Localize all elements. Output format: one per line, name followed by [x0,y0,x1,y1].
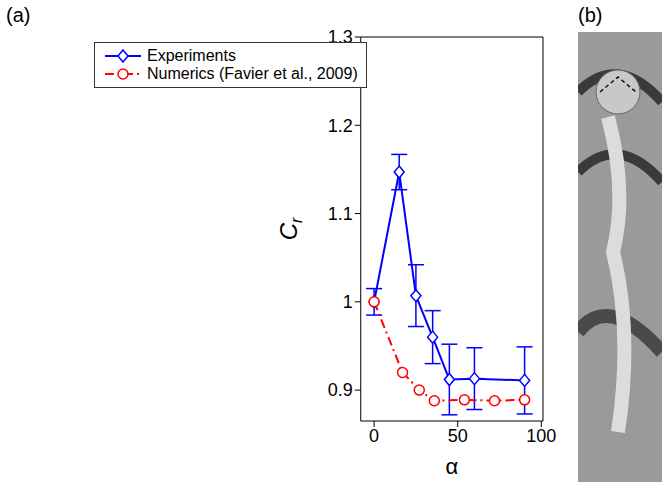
html-text:Numerics (Favier et al., 2009): Numerics (Favier et al., 2009) [147,65,358,82]
html-text:(a): (a) [6,4,31,26]
svg-text:0: 0 [369,426,379,446]
svg-text:0.9: 0.9 [328,380,353,400]
svg-text:1.3: 1.3 [328,27,353,47]
svg-text:100: 100 [526,426,556,446]
svg-text:1.1: 1.1 [328,204,353,224]
html-text:Experiments: Experiments [147,47,236,64]
svg-text:50: 50 [448,426,468,446]
html-text:(b): (b) [578,4,603,26]
svg-text:1.2: 1.2 [328,116,353,136]
svg-text:α: α [446,454,459,479]
svg-text:1: 1 [343,292,353,312]
svg-text:Cr: Cr [275,217,305,240]
